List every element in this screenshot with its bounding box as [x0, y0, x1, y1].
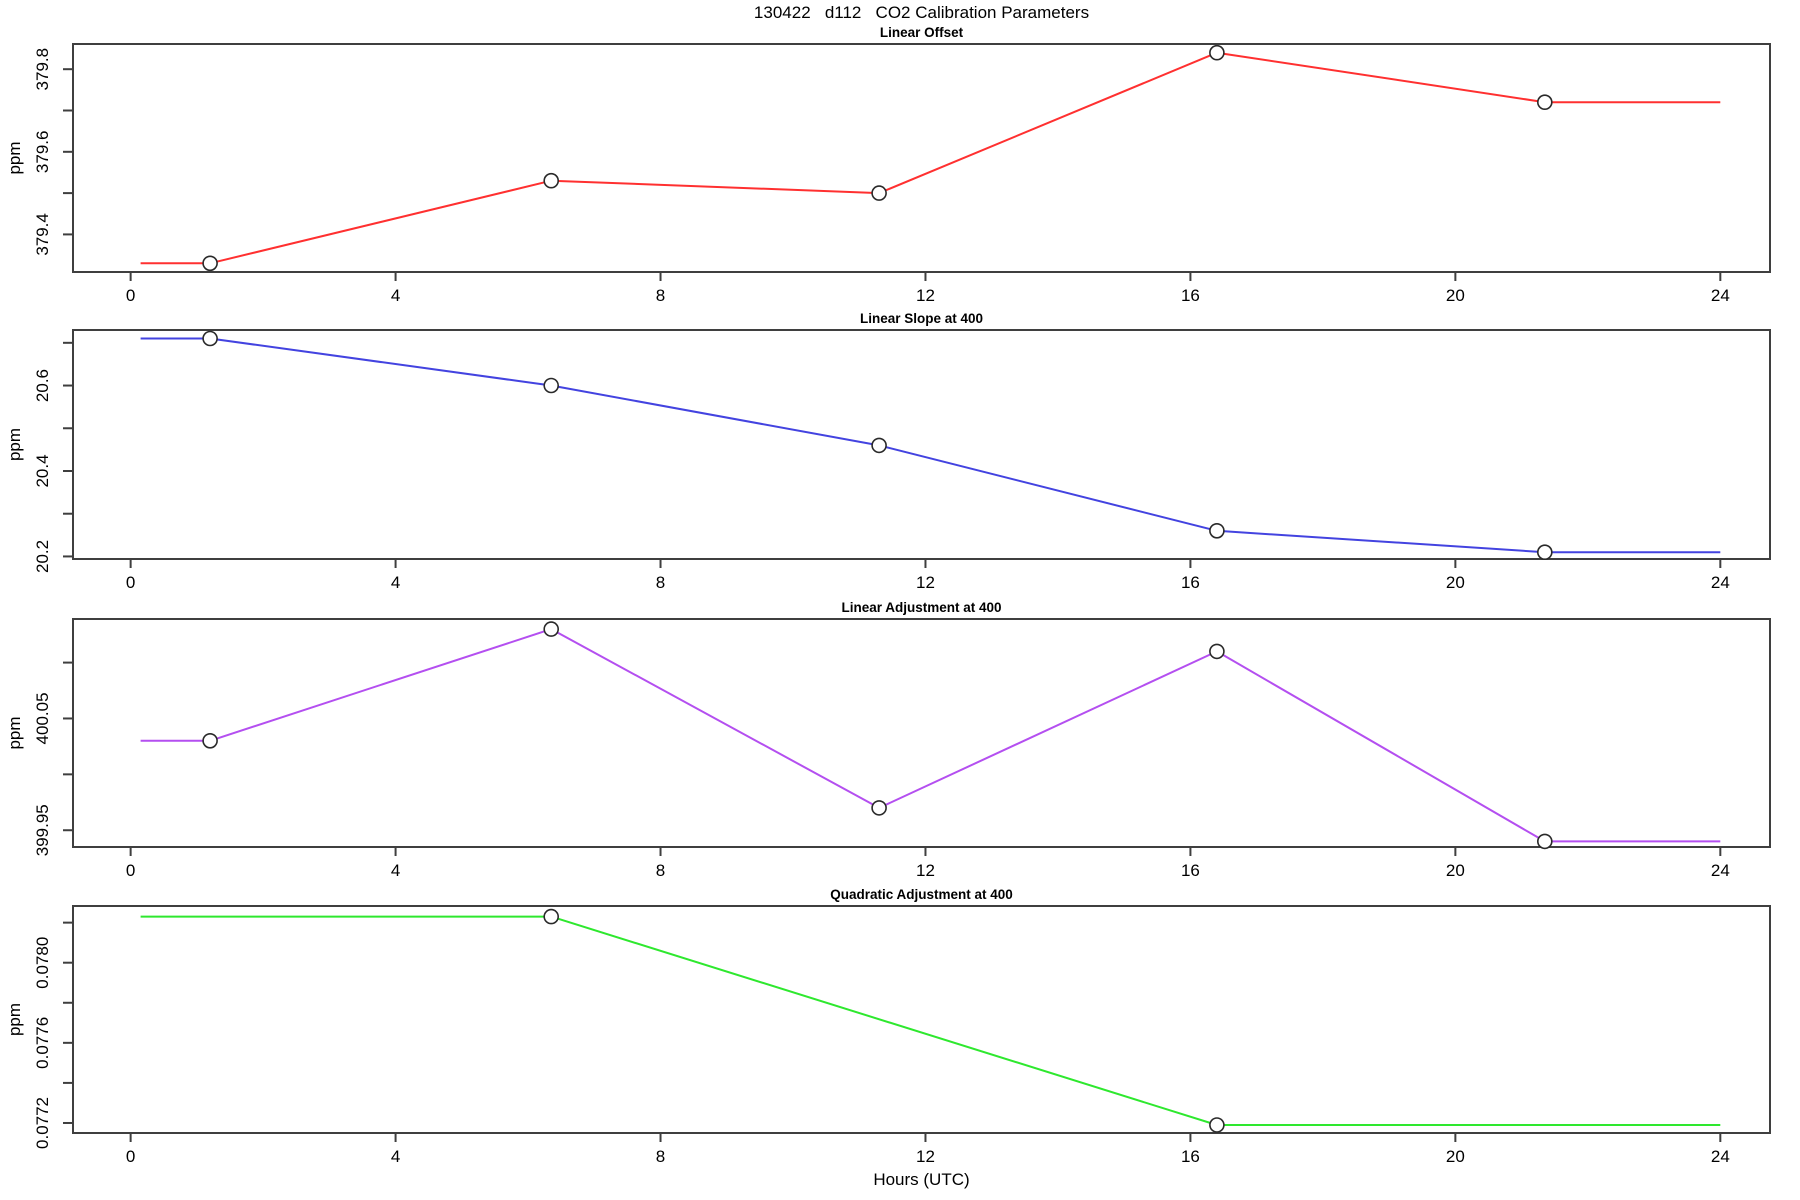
data-point-marker: [871, 800, 887, 816]
panel-title: Linear Slope at 400: [860, 311, 983, 326]
y-axis-title: ppm: [5, 428, 24, 461]
y-tick-label: 400.05: [33, 692, 52, 744]
y-tick-label: 399.95: [33, 804, 52, 856]
y-axis-title: ppm: [5, 1003, 24, 1036]
x-tick-label: 24: [1711, 573, 1730, 592]
y-tick-label: 0.0776: [33, 1017, 52, 1069]
x-tick-label: 0: [126, 286, 135, 305]
x-tick-label: 0: [126, 861, 135, 880]
panel-title: Linear Offset: [880, 25, 964, 40]
x-tick-label: 8: [656, 1147, 665, 1166]
data-point-marker: [543, 377, 560, 394]
chart-main-title: 130422 d112 CO2 Calibration Parameters: [753, 3, 1090, 22]
x-tick-label: 8: [656, 286, 665, 305]
x-tick-label: 4: [391, 1147, 400, 1166]
panel-border: [72, 329, 1771, 560]
data-point-marker: [543, 172, 560, 189]
data-point-marker: [202, 330, 218, 347]
x-tick-label: 12: [916, 286, 935, 305]
x-tick-label: 20: [1446, 861, 1465, 880]
x-tick-label: 20: [1446, 1147, 1465, 1166]
panel-title: Quadratic Adjustment at 400: [830, 887, 1013, 902]
x-tick-label: 12: [916, 861, 935, 880]
y-axis-title: ppm: [5, 716, 24, 749]
data-point-marker: [202, 732, 218, 749]
panel-1: Linear Offset 0 4 8 12 16 20 24 379.4 379.6 379.8 p…: [5, 25, 1771, 305]
data-point-marker: [871, 185, 887, 201]
panel-3: Linear Adjustment at 400 0 4 8 12 16 20 24 399.9…: [5, 600, 1771, 880]
x-tick-label: 16: [1181, 1147, 1200, 1166]
x-tick-label: 24: [1711, 286, 1730, 305]
data-point-marker: [543, 621, 560, 637]
x-tick-label: 16: [1181, 286, 1200, 305]
data-line: [140, 51, 1721, 265]
panel-border: [72, 618, 1771, 848]
data-point-marker: [1209, 522, 1225, 539]
y-tick-label: 20.6: [33, 369, 52, 402]
panel-2: Linear Slope at 400 0 4 8 12 16 20 24 20.2 20.4 20…: [5, 311, 1771, 592]
data-line: [140, 915, 1721, 1126]
x-tick-label: 16: [1181, 861, 1200, 880]
data-point-marker: [543, 908, 560, 925]
y-tick-label: 20.2: [33, 540, 52, 573]
x-tick-label: 12: [916, 1147, 935, 1166]
y-tick-label: 0.0772: [33, 1097, 52, 1149]
data-point-marker: [871, 437, 887, 454]
y-tick-label: 0.0780: [33, 937, 52, 989]
y-tick-label: 379.4: [33, 213, 52, 256]
data-line: [140, 628, 1721, 843]
x-tick-label: 0: [126, 1147, 135, 1166]
data-point-marker: [1537, 544, 1553, 561]
x-tick-label: 16: [1181, 573, 1200, 592]
y-tick-label: 20.4: [33, 454, 52, 487]
panel-title: Linear Adjustment at 400: [841, 600, 1001, 615]
x-tick-label: 20: [1446, 573, 1465, 592]
x-tick-label: 8: [656, 573, 665, 592]
x-tick-label: 20: [1446, 286, 1465, 305]
x-tick-label: 8: [656, 861, 665, 880]
data-point-marker: [1537, 833, 1553, 850]
data-point-marker: [1537, 94, 1553, 110]
panel-4: Quadratic Adjustment at 400 0 4 8 12 16 20 24 0.…: [5, 887, 1771, 1166]
x-tick-label: 4: [391, 286, 400, 305]
data-point-marker: [202, 255, 218, 272]
data-point-marker: [1209, 643, 1225, 660]
y-tick-label: 379.6: [33, 131, 52, 174]
x-tick-label: 24: [1711, 1147, 1730, 1166]
x-tick-label: 12: [916, 573, 935, 592]
x-tick-label: 4: [391, 573, 400, 592]
panel-border: [72, 43, 1771, 273]
y-tick-label: 379.8: [33, 48, 52, 91]
x-tick-label: 0: [126, 573, 135, 592]
x-axis-title: Hours (UTC): [873, 1170, 970, 1189]
x-tick-label: 24: [1711, 861, 1730, 880]
data-point-marker: [1209, 44, 1225, 61]
x-tick-label: 4: [391, 861, 400, 880]
data-line: [140, 337, 1721, 554]
panel-border: [72, 905, 1771, 1134]
y-axis-title: ppm: [5, 141, 24, 174]
data-point-marker: [1209, 1117, 1225, 1133]
